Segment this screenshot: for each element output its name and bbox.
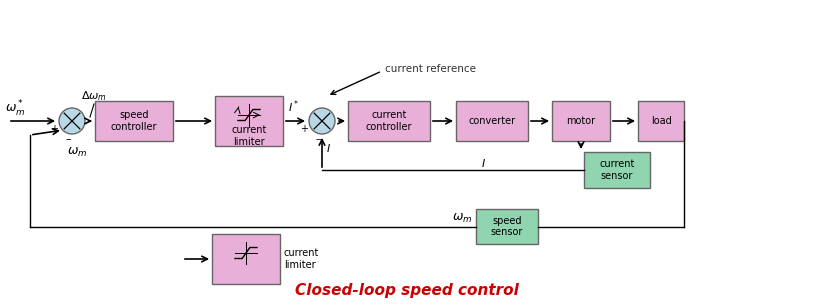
Bar	[552, 101, 610, 141]
Text: current
controller: current controller	[365, 110, 412, 132]
Text: –: –	[65, 134, 71, 144]
Bar	[95, 101, 173, 141]
Text: motor: motor	[567, 116, 596, 126]
Bar	[638, 101, 684, 141]
Text: –: –	[315, 134, 321, 144]
Text: current
sensor: current sensor	[599, 159, 635, 181]
Text: $\omega_m^*$: $\omega_m^*$	[5, 99, 25, 119]
Bar	[584, 152, 650, 188]
Text: load: load	[650, 116, 672, 126]
Bar	[348, 101, 430, 141]
Text: current
limiter: current limiter	[284, 248, 319, 270]
Text: speed
controller: speed controller	[111, 110, 157, 132]
Text: $I$: $I$	[480, 157, 485, 169]
Bar	[215, 96, 283, 146]
Text: converter: converter	[468, 116, 515, 126]
Bar	[456, 101, 528, 141]
Ellipse shape	[59, 108, 85, 134]
Text: $\omega_m$: $\omega_m$	[452, 212, 472, 225]
Bar	[212, 234, 280, 284]
Text: $I^*$: $I^*$	[288, 99, 299, 115]
Text: Closed-loop speed control: Closed-loop speed control	[295, 283, 519, 298]
Text: +: +	[50, 124, 58, 134]
Text: +: +	[300, 124, 308, 134]
Text: current reference: current reference	[385, 64, 476, 74]
Ellipse shape	[309, 108, 335, 134]
Text: $I$: $I$	[326, 142, 331, 154]
Text: current
limiter: current limiter	[231, 125, 267, 147]
Bar	[476, 209, 538, 244]
Text: $\Delta\omega_m$: $\Delta\omega_m$	[81, 89, 107, 103]
Text: speed
sensor: speed sensor	[491, 216, 523, 237]
Text: $\omega_m$: $\omega_m$	[67, 146, 87, 159]
